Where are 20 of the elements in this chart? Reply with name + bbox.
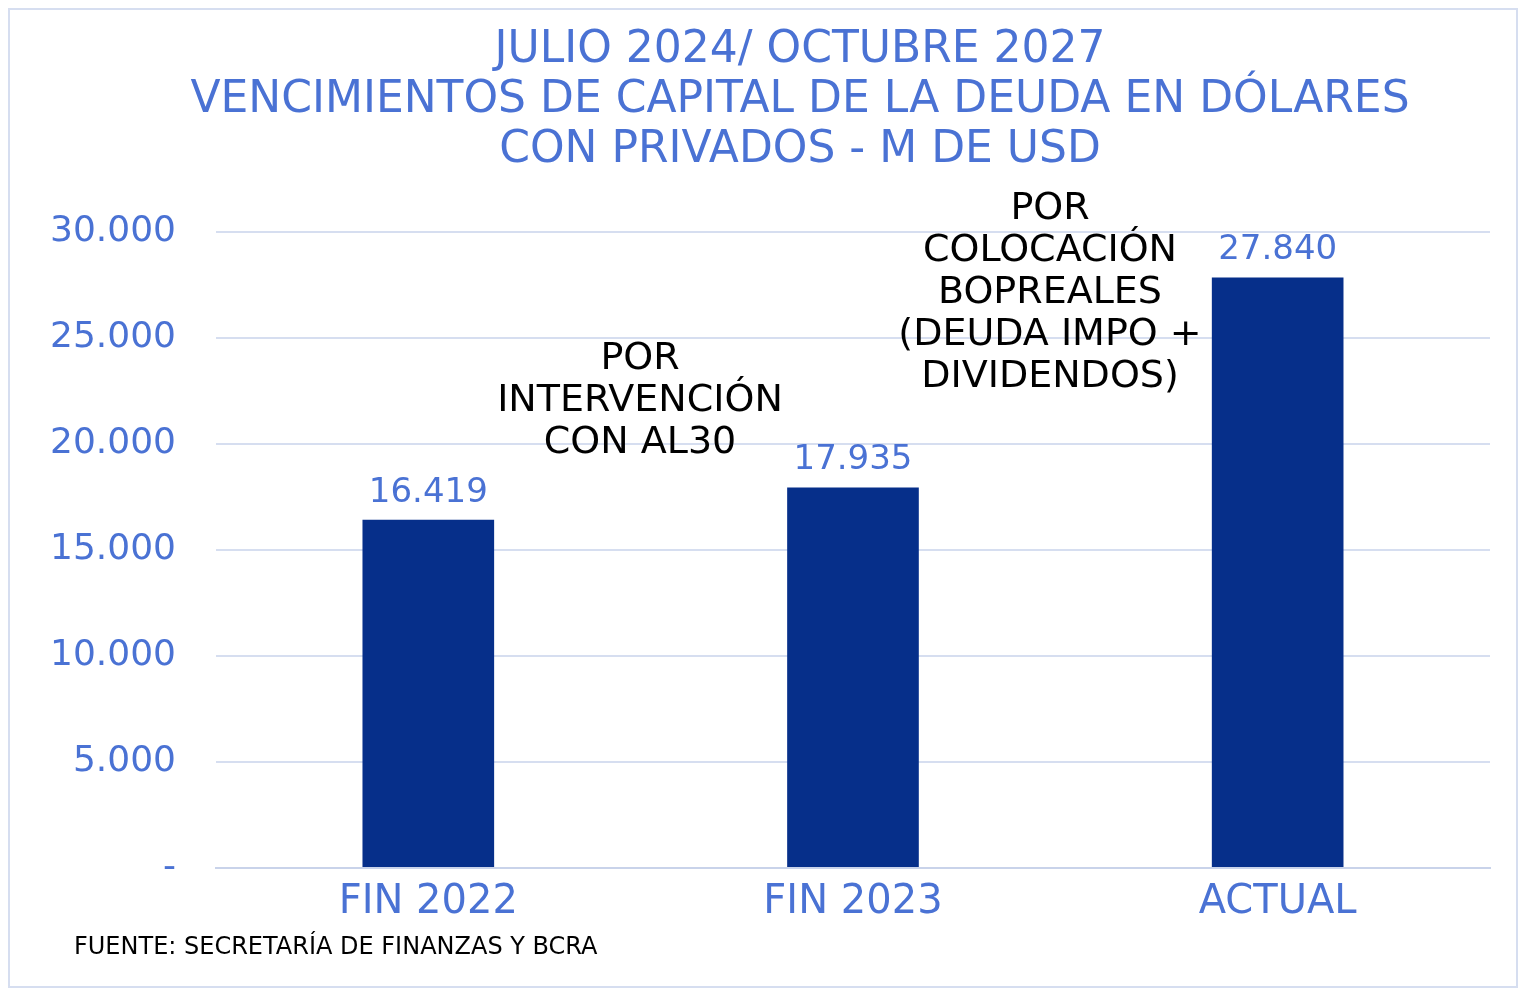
bar	[1211, 277, 1344, 867]
data-label: 27.840	[1218, 227, 1338, 268]
y-tick-label: 30.000	[50, 207, 176, 249]
source-note: FUENTE: SECRETARÍA DE FINANZAS Y BCRA	[74, 932, 598, 960]
annotation: POR INTERVENCIÓN CON AL30	[497, 334, 783, 462]
y-tick-label: 20.000	[50, 420, 176, 462]
data-label: 16.419	[368, 469, 488, 510]
y-tick-label: 5.000	[72, 738, 176, 780]
chart-title: JULIO 2024/ OCTUBRE 2027 VENCIMIENTOS DE CAPITAL DE LA DEUDA EN DÓLARES CON PRIVADOS - M DE USD	[190, 21, 1410, 172]
y-tick-label: 10.000	[50, 632, 176, 674]
y-tick-label: 25.000	[50, 314, 176, 356]
data-label: 17.935	[793, 437, 913, 478]
annotation: POR COLOCACIÓN BOPREALES (DEUDA IMPO + DIVIDENDOS)	[897, 184, 1203, 396]
bar	[362, 519, 495, 867]
x-tick-label: ACTUAL	[1198, 876, 1358, 923]
bar	[787, 487, 919, 867]
x-tick-label: FIN 2023	[763, 876, 943, 923]
y-tick-label: 15.000	[50, 526, 176, 568]
x-tick-label: FIN 2022	[338, 876, 518, 923]
y-tick-label: -	[162, 844, 176, 886]
